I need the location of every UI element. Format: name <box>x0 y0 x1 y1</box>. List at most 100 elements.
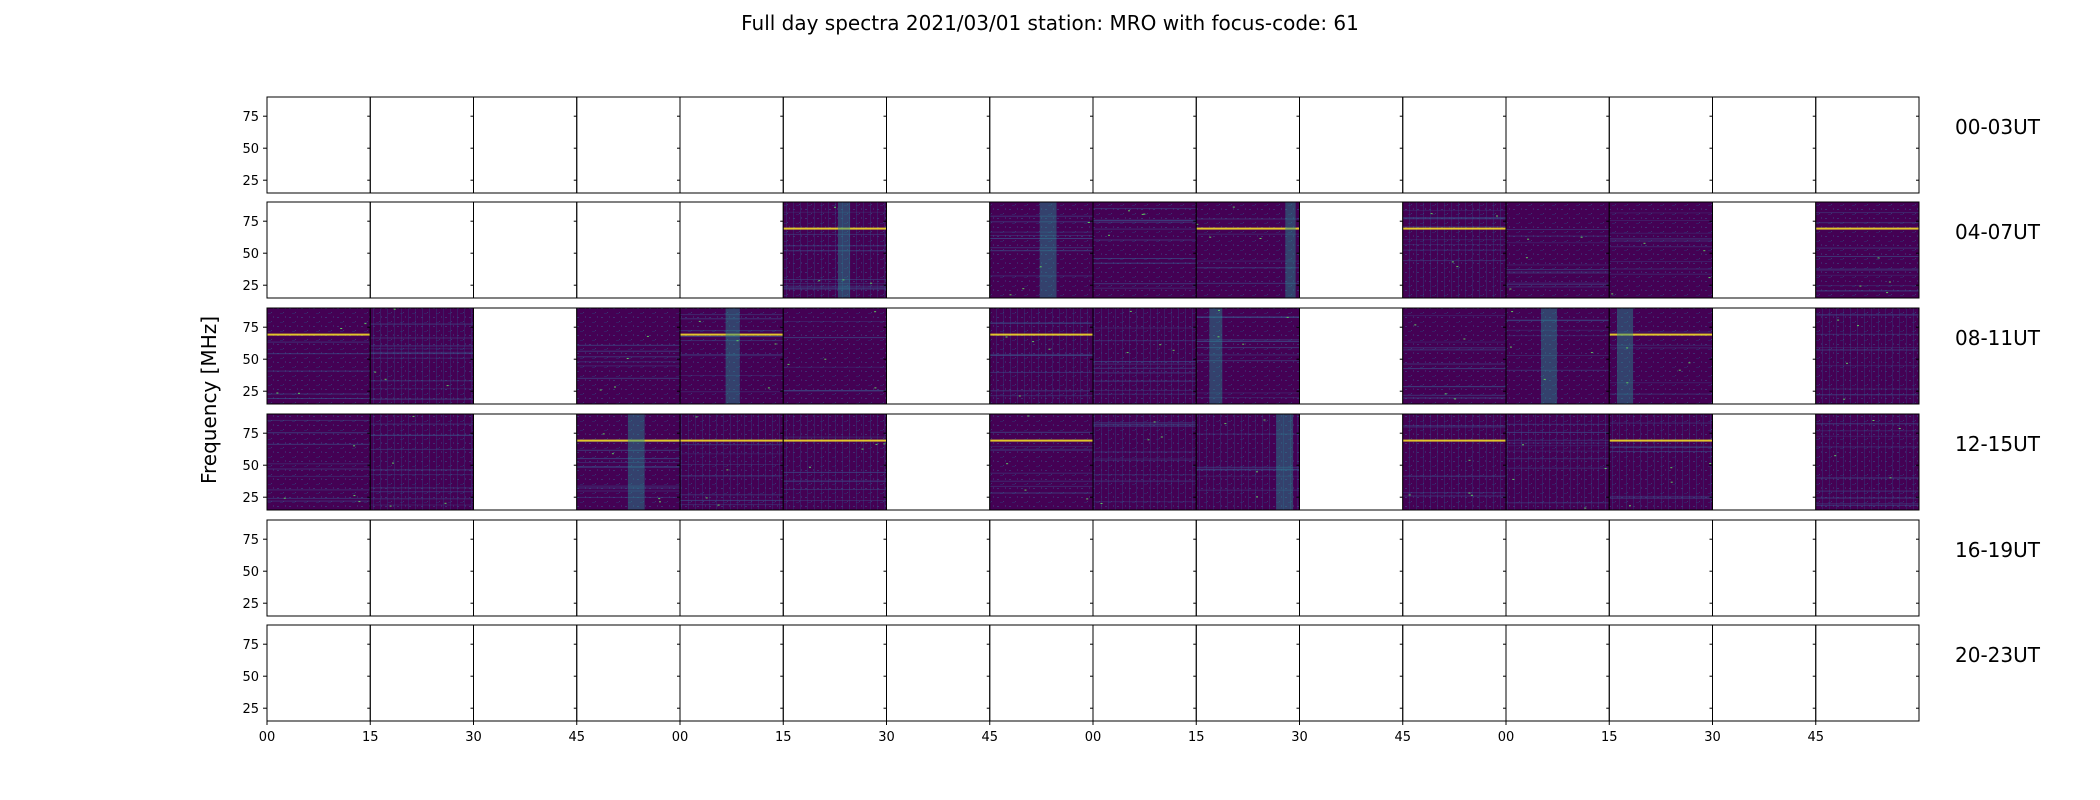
spectrum-panel <box>1195 413 1300 511</box>
spectrum-panel <box>1712 201 1817 299</box>
spectrum-line <box>1506 442 1610 444</box>
spectrum-panel <box>1505 413 1610 511</box>
spectrum-line <box>1196 354 1300 356</box>
panel-frame <box>886 96 991 194</box>
spectrum-line <box>1093 372 1197 374</box>
spectrum-dot <box>1456 266 1459 268</box>
spectrum-panel <box>576 519 681 617</box>
spectrum-line <box>1609 238 1713 240</box>
spectrum-line <box>1402 217 1506 219</box>
y-tick-label: 25 <box>242 279 259 294</box>
spectrum-dot <box>736 340 739 342</box>
rfi-band <box>1196 227 1300 230</box>
spectrum-line <box>1609 232 1713 234</box>
spectrum-panel <box>266 519 371 617</box>
rfi-band <box>1815 227 1919 230</box>
spectrum-line <box>370 498 474 500</box>
spectrum-line <box>680 354 784 355</box>
spectrum-line <box>989 371 1093 373</box>
spectrum-line <box>1402 495 1506 497</box>
panel-frame <box>886 413 991 511</box>
spectrum-line <box>1815 290 1919 292</box>
panel-frame <box>576 519 681 617</box>
spectrum-panel <box>1299 413 1404 511</box>
spectrum-line <box>1506 283 1610 285</box>
spectrum-line <box>576 377 680 379</box>
spectrum-dot <box>283 497 286 499</box>
spectrum-dot <box>1005 336 1008 338</box>
spectrum-line <box>1609 220 1713 221</box>
spectrum-dot <box>659 501 661 503</box>
spectrum-stripes <box>1815 414 1919 510</box>
rfi-band <box>1402 439 1506 442</box>
spectrum-dot <box>1009 294 1012 296</box>
rfi-band <box>1609 333 1713 336</box>
spectrum-line <box>989 322 1093 323</box>
spectrum-dot <box>1018 395 1021 397</box>
x-tick-label: 30 <box>1704 730 1721 745</box>
spectrum-panel <box>473 413 578 511</box>
spectrum-line <box>370 423 474 425</box>
spectrum-stripes <box>370 308 474 404</box>
spectrum-line <box>680 375 784 376</box>
spectrum-dot <box>412 415 415 417</box>
spectrum-dot <box>1153 421 1156 423</box>
spectrum-dot <box>1259 238 1262 239</box>
spectrum-line <box>1506 445 1610 447</box>
spectrum-panel <box>1299 307 1404 405</box>
spectrum-line <box>370 474 474 476</box>
spectrum-line <box>1402 218 1506 220</box>
spectrum-dot <box>809 466 811 468</box>
spectrum-dot <box>1147 439 1150 441</box>
row-04-07UT <box>266 201 1920 299</box>
spectrum-line <box>1609 446 1713 448</box>
panel-frame <box>1092 519 1197 617</box>
panel-frame <box>1505 624 1610 722</box>
spectrum-dot <box>1408 494 1411 496</box>
spectrum-line <box>1093 208 1197 210</box>
spectrum-line <box>370 351 474 353</box>
spectrum-line <box>576 485 680 487</box>
spectrum-line <box>783 321 887 322</box>
spectrum-dot <box>1496 215 1498 217</box>
spectrum-line <box>370 345 474 347</box>
spectrum-dot <box>1108 234 1110 236</box>
spectrum-line <box>989 390 1093 392</box>
spectrum-line <box>1093 451 1197 453</box>
spectrum-line <box>1402 386 1506 388</box>
spectrum-panel <box>1092 96 1197 194</box>
spectrum-line <box>680 340 784 342</box>
y-tick-label: 50 <box>242 353 259 368</box>
spectrum-dot <box>1543 378 1546 380</box>
spectrum-dot <box>1709 463 1712 464</box>
y-ticks: 25 50 75 25 50 75 25 50 75 25 50 75 25 50 75 25 50 75 <box>242 110 267 717</box>
spectrum-line <box>1196 360 1300 362</box>
spectrum-line <box>370 348 474 350</box>
spectrum-line <box>1506 229 1610 230</box>
spectrum-noise <box>1609 308 1713 404</box>
row-20-23UT <box>266 624 1920 722</box>
spectrum-line <box>1196 397 1300 399</box>
panel-frame <box>782 96 887 194</box>
x-tick-label: 00 <box>1498 730 1515 745</box>
spectrum-line <box>1402 397 1506 399</box>
spectrum-panel <box>1195 96 1300 194</box>
spectrum-dot <box>1580 236 1583 238</box>
spectrum-line <box>1815 347 1919 348</box>
spectrum-line <box>1815 497 1919 499</box>
rfi-band <box>680 439 784 442</box>
spectrum-dot <box>1626 382 1629 384</box>
spectrum-line <box>1196 282 1300 284</box>
spectrum-dot <box>1468 492 1471 494</box>
spectrum-dot <box>384 378 387 380</box>
spectrum-dot <box>1048 348 1051 350</box>
spectrum-line <box>680 499 784 501</box>
spectrum-dot <box>767 387 770 389</box>
spectrum-panel <box>886 413 991 511</box>
spectrum-line <box>267 500 371 502</box>
spectrum-line <box>1609 240 1713 242</box>
spectrum-line <box>989 485 1093 487</box>
spectrum-dot <box>1129 310 1132 312</box>
spectrum-line <box>1093 425 1197 427</box>
spectrum-line <box>1402 363 1506 365</box>
